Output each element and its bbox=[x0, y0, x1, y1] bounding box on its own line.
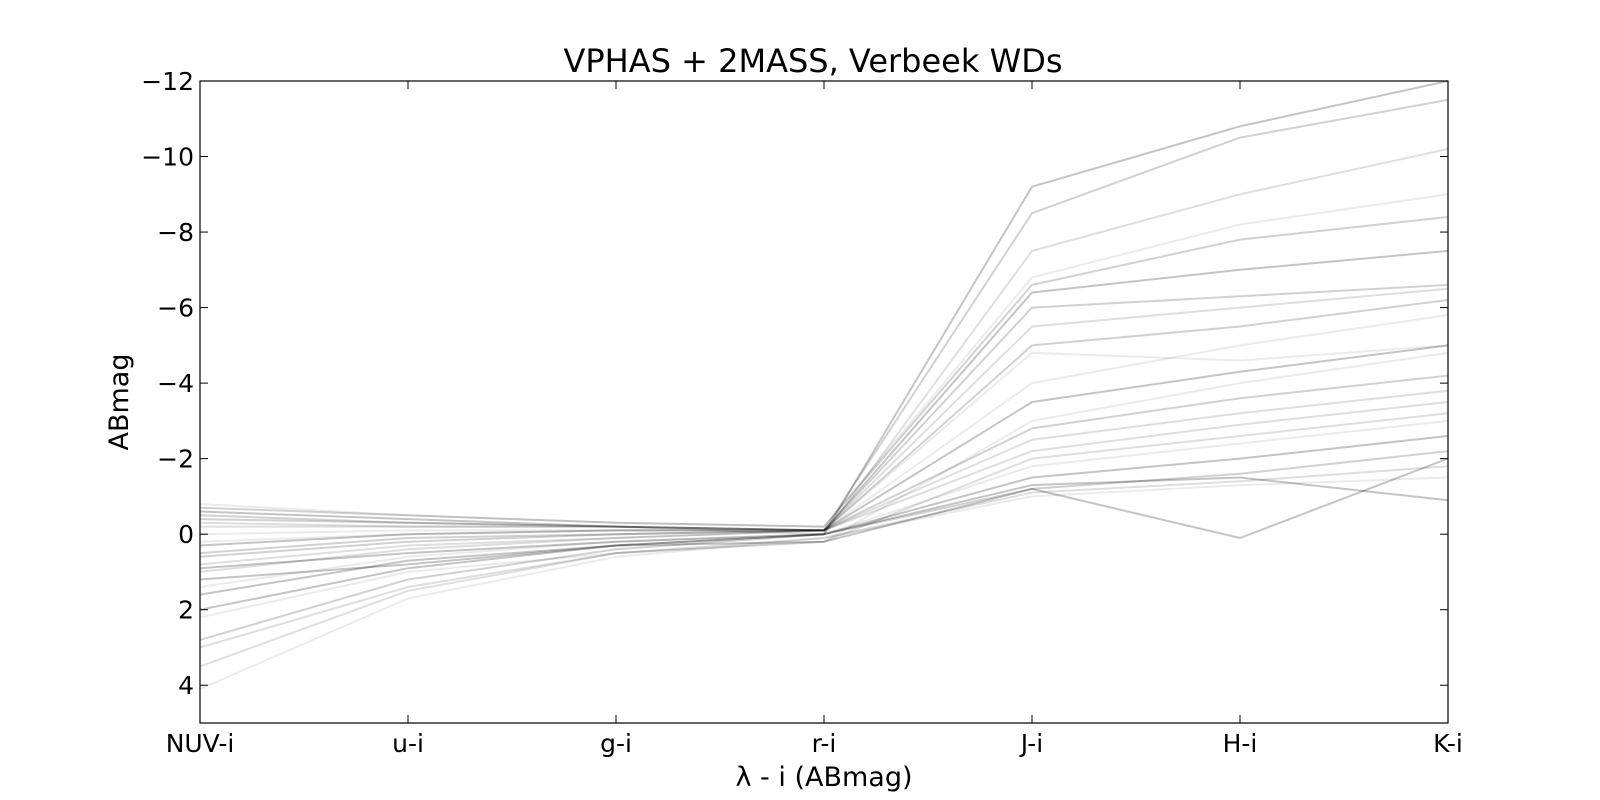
series-line-23 bbox=[199, 476, 1449, 570]
series-line-10 bbox=[199, 283, 1449, 532]
series-line-8 bbox=[199, 344, 1449, 536]
series-line-3 bbox=[199, 435, 1449, 611]
series-line-6 bbox=[199, 374, 1449, 558]
series-line-22 bbox=[199, 216, 1449, 528]
series-line-0 bbox=[199, 476, 1449, 690]
y-tick-label: −6 bbox=[157, 294, 194, 323]
series-line-13 bbox=[199, 148, 1449, 536]
y-tick-label: 2 bbox=[178, 596, 194, 625]
series-line-20 bbox=[199, 314, 1449, 543]
series-traces bbox=[199, 80, 1449, 690]
x-tick-label: K-i bbox=[1433, 729, 1463, 758]
y-tick-label: 4 bbox=[178, 671, 194, 700]
series-line-9 bbox=[200, 287, 1449, 532]
series-line-1 bbox=[199, 465, 1449, 668]
series-line-7 bbox=[199, 344, 1449, 547]
series-line-14 bbox=[199, 98, 1449, 555]
series-line-21 bbox=[199, 412, 1449, 649]
x-axis: NUV-i u-i g-i r-i J-i H-i K-i bbox=[166, 81, 1463, 758]
series-line-17 bbox=[199, 389, 1449, 566]
y-tick-label: 0 bbox=[178, 520, 194, 549]
series-line-19 bbox=[199, 80, 1449, 596]
series-line-4 bbox=[199, 419, 1449, 588]
plot-area bbox=[199, 80, 1449, 724]
series-line-15 bbox=[199, 457, 1449, 581]
x-tick-label: J-i bbox=[1019, 729, 1043, 758]
series-line-5 bbox=[199, 401, 1449, 573]
y-tick-label: −8 bbox=[157, 218, 194, 247]
y-tick-label: −12 bbox=[141, 67, 194, 96]
x-tick-label: NUV-i bbox=[166, 729, 235, 758]
x-tick-label: H-i bbox=[1223, 729, 1258, 758]
series-line-2 bbox=[199, 450, 1449, 641]
series-line-12 bbox=[199, 193, 1449, 528]
y-axis: −12 −10 −8 −6 −4 −2 0 2 4 bbox=[141, 67, 1448, 700]
series-line-18 bbox=[199, 299, 1449, 532]
y-tick-label: −10 bbox=[141, 143, 194, 172]
y-tick-label: −4 bbox=[157, 369, 194, 398]
series-line-16 bbox=[199, 351, 1449, 619]
x-tick-label: g-i bbox=[600, 729, 632, 758]
y-tick-label: −2 bbox=[157, 445, 194, 474]
y-axis-label: ABmag bbox=[104, 354, 135, 451]
x-tick-label: u-i bbox=[392, 729, 424, 758]
x-axis-label: λ - i (ABmag) bbox=[735, 762, 912, 793]
x-tick-label: r-i bbox=[812, 729, 837, 758]
chart-title: VPHAS + 2MASS, Verbeek WDs bbox=[563, 42, 1062, 80]
series-line-11 bbox=[199, 249, 1449, 532]
